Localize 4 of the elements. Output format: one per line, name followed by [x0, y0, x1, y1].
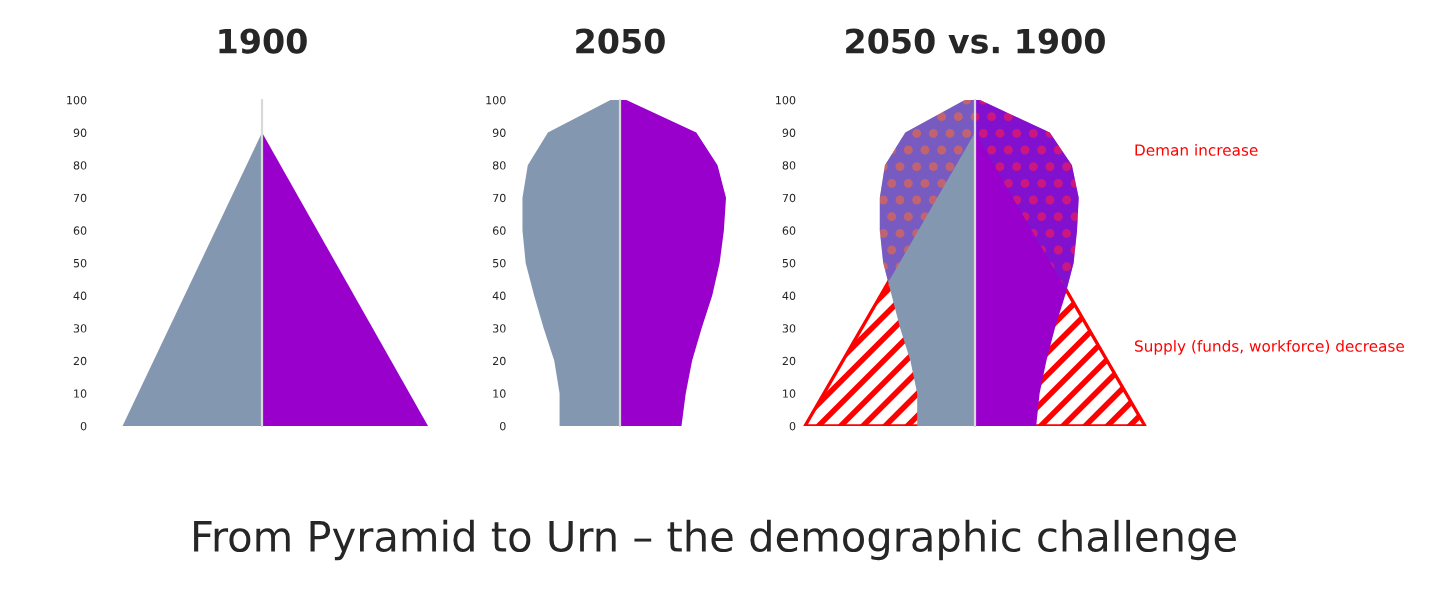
chart-title: 2050 vs. 1900 [846, 28, 1105, 54]
text: From Pyramid to Urn – the demographic challenge [194, 519, 1236, 561]
chart-title: 1900 [219, 28, 307, 54]
chart-title: 2050 [576, 28, 665, 54]
